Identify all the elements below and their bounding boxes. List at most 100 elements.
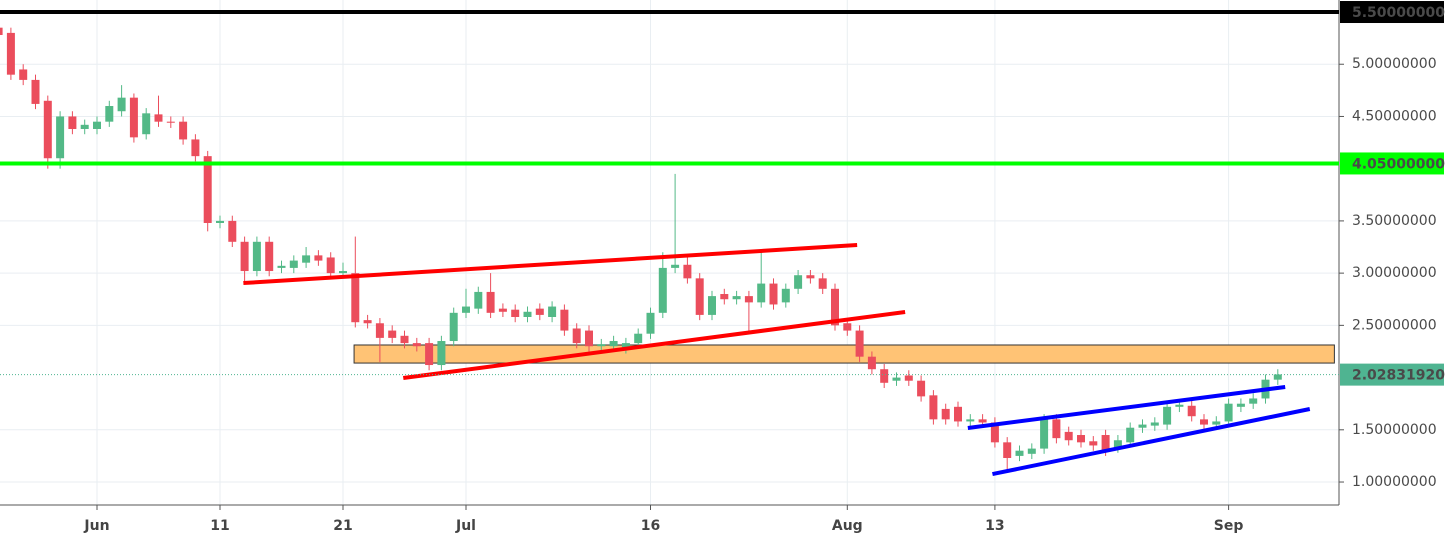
- candle-body: [904, 375, 913, 381]
- candle-body: [1163, 406, 1172, 425]
- candle-body: [31, 79, 40, 104]
- x-tick-label: Jul: [455, 518, 476, 534]
- candle-body: [609, 341, 618, 347]
- candle-body: [978, 419, 987, 423]
- candle-body: [388, 330, 397, 338]
- y-tick-label: 4.50000000: [1352, 108, 1437, 124]
- candle-body: [990, 422, 999, 443]
- candle-body: [80, 124, 89, 129]
- candle-body: [265, 241, 274, 272]
- candle-body: [1273, 374, 1282, 380]
- candle-body: [634, 333, 643, 344]
- candle-body: [683, 264, 692, 279]
- candle-body: [855, 330, 864, 357]
- candle-body: [954, 406, 962, 422]
- zone: [353, 344, 1335, 364]
- candle-body: [1077, 435, 1085, 443]
- candle-body: [695, 278, 704, 315]
- candle-body: [203, 156, 212, 223]
- candle-body: [757, 283, 766, 303]
- candle-body: [867, 356, 876, 370]
- price-label: 4.05000000: [1352, 156, 1445, 172]
- candle-body: [769, 283, 778, 305]
- candle-body: [462, 306, 470, 313]
- candle-body: [892, 377, 901, 381]
- candle-body: [1040, 419, 1049, 449]
- candle-body: [425, 343, 434, 366]
- candle-body: [744, 296, 753, 303]
- candle-body: [966, 419, 975, 422]
- price-label-box: [1340, 363, 1444, 386]
- candle-body: [1027, 448, 1036, 454]
- y-tick-label: 3.00000000: [1352, 265, 1437, 281]
- candle-body: [941, 408, 950, 420]
- candle-body: [794, 275, 803, 289]
- candle-body: [535, 308, 544, 315]
- price-label-box: [1340, 1, 1444, 24]
- candle-body: [228, 220, 237, 242]
- candle-body: [597, 344, 606, 347]
- candle-body: [511, 309, 520, 317]
- candle-body: [363, 320, 372, 324]
- y-tick-label: 5.00000000: [1352, 56, 1437, 72]
- candle-body: [375, 323, 384, 338]
- candle-body: [1249, 398, 1258, 404]
- candle-body: [93, 121, 101, 129]
- candle-body: [708, 296, 716, 315]
- candle-body: [129, 97, 138, 138]
- price-label-box: [1340, 152, 1444, 175]
- y-tick-label: 1.00000000: [1352, 474, 1437, 490]
- candle-body: [929, 395, 938, 420]
- trend-line: [243, 243, 858, 286]
- candle-body: [732, 296, 741, 300]
- candle-body: [806, 275, 815, 279]
- candle-body: [1052, 419, 1061, 439]
- candle-body: [6, 32, 15, 75]
- candle-body: [1200, 419, 1208, 425]
- x-tick-label: 11: [210, 518, 229, 534]
- candle-body: [1101, 435, 1110, 451]
- candle-body: [326, 257, 335, 274]
- candle-body: [43, 100, 52, 159]
- candle-body: [68, 116, 77, 129]
- candle-body: [142, 113, 151, 135]
- candle-body: [314, 255, 323, 261]
- candle-body: [1113, 440, 1122, 448]
- candle-body: [671, 264, 680, 268]
- x-tick-label: 21: [333, 518, 352, 534]
- candle-body: [351, 273, 360, 323]
- x-tick-label: 13: [985, 518, 1004, 534]
- y-tick-label: 2.50000000: [1352, 317, 1437, 333]
- candle-body: [1003, 442, 1012, 458]
- candle-body: [474, 291, 483, 309]
- candle-body: [498, 308, 507, 312]
- candle-body: [548, 306, 557, 317]
- candle-body: [449, 312, 458, 342]
- trend-line: [403, 309, 906, 380]
- candle-body: [831, 288, 839, 326]
- candle-body: [720, 294, 729, 300]
- candle-body: [1089, 441, 1098, 446]
- candle-body: [191, 139, 200, 157]
- candle-body: [216, 220, 224, 223]
- candle-body: [277, 265, 286, 268]
- candle-body: [486, 291, 495, 313]
- candle-body: [1187, 405, 1196, 417]
- candle-body: [1015, 450, 1024, 456]
- candle-body: [1224, 403, 1233, 422]
- candle-body: [1212, 421, 1221, 425]
- candle-body: [572, 328, 581, 344]
- candle-body: [437, 341, 446, 366]
- candle-body: [252, 241, 261, 272]
- candle-body: [560, 309, 569, 331]
- candle-body: [917, 380, 926, 397]
- candle-body: [117, 97, 126, 112]
- candle-body: [523, 311, 532, 317]
- candle-body: [1150, 422, 1159, 426]
- price-label: 5.50000000: [1352, 5, 1445, 21]
- candle-body: [302, 255, 311, 263]
- candle-body: [56, 116, 65, 159]
- candle-body: [1126, 427, 1135, 443]
- candle-body: [646, 312, 655, 334]
